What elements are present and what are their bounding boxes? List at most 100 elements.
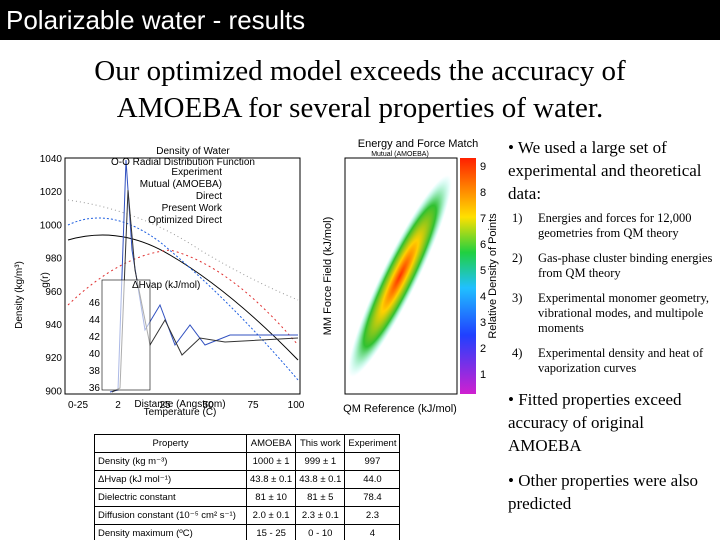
table-cell: Dielectric constant [94,488,247,507]
table-cell: 78.4 [344,488,401,507]
table-cell: Diffusion constant (10⁻⁵ cm² s⁻¹) [94,506,247,525]
colorbar-tick-label: 5 [480,265,486,277]
inset-tick-label: 40 [89,349,101,360]
legend-entry: Experiment [171,167,222,178]
item-number: 3) [512,291,523,305]
table-cell: 81 ± 10 [245,488,297,507]
curve [109,159,298,393]
header-row: Property AMOEBA This work Experiment [94,434,401,453]
table-cell: 43.8 ± 0.1 [295,470,346,489]
table-cell: 44.0 [344,470,401,489]
table-row: Density maximum (ºC) 15 - 25 0 - 10 4 [94,524,401,540]
table-cell: Density (kg m⁻³) [94,452,247,471]
inset-tick-label: 38 [89,366,101,377]
colorbar-tick-label: 3 [480,317,486,329]
table-cell: 2.3 [344,506,401,525]
table-cell: 0 - 10 [295,524,346,540]
table-cell: 81 ± 5 [295,488,346,507]
fig-title: O-O Radial Distribution Function [111,157,255,168]
bullet-text: Other properties were also predicted [508,471,699,513]
table-row: ΔHvap (kJ mol⁻¹) 43.8 ± 0.1 43.8 ± 0.1 44.0 [94,470,401,489]
y-tick-label: 1020 [40,187,63,198]
colorbar-tick-label: 1 [480,369,486,381]
item-text: Experimental density and heat of vaporiz… [538,346,704,375]
colorbar-tick-label: 7 [480,213,486,225]
y-tick-label: 1000 [40,220,63,231]
table-cell: 15 - 25 [245,524,297,540]
bullet-text: We used a large set of experimental and … [508,138,702,203]
subtitle: AMOEBA for several properties of water. [116,92,604,124]
colorbar-tick-label: 2 [480,343,486,355]
table-cell: 997 [344,452,401,471]
bullet: • We used a large set of experimental an… [508,138,702,203]
table-cell: 2.3 ± 0.1 [295,506,346,525]
legend-entry: Optimized Direct [148,215,222,226]
table-cell: 1000 ± 1 [245,452,297,471]
item-number: 1) [512,211,523,225]
table-row: Dielectric constant 81 ± 10 81 ± 5 78.4 [94,488,401,507]
legend-entry: Direct [196,191,222,202]
item-number: 2) [512,251,523,265]
results-table: Property AMOEBA This work Experiment Density… [94,434,401,540]
colorbar-tick-label: 4 [480,291,486,303]
plot-frame [344,157,458,395]
colorbar-tick-label: 9 [480,161,486,173]
item-text: Energies and forces for 12,000 geometrie… [538,211,692,240]
table-row: Density (kg m⁻³) 1000 ± 1 999 ± 1 997 [94,452,401,471]
colorbar-tick-label: 8 [480,187,486,199]
table-cell: 2.0 ± 0.1 [245,506,297,525]
sub-item: 4) Experimental density and heat of vapor… [512,346,716,376]
inset-tick-label: 44 [89,315,101,326]
y-tick-label: 980 [45,254,62,265]
fig-title: Energy and Force Match [358,138,478,150]
fig-subtitle: Mutual (AMOEBA) [371,151,429,158]
header-cell: Experiment [344,434,401,453]
curve [67,217,299,381]
y-label: MM Force Field (kJ/mol) [322,217,334,336]
subtitle: Our optimized model exceeds the accuracy… [94,55,626,87]
y-tick-label: 940 [45,320,62,331]
title-bar: Polarizable water - results [0,0,720,40]
sub-item: 2) Gas-phase cluster binding energies fro… [512,251,716,281]
table-cell: Density maximum (ºC) [94,524,247,540]
bullet: • Other properties were also predicted [508,471,699,513]
x-label: Temperature (C) [144,407,217,418]
header-cell: AMOEBA [245,434,297,453]
inset-tick-label: 42 [89,332,101,343]
fig-title: Density of Water [156,146,230,157]
y-tick-label: 900 [45,386,62,397]
inset-tick-label: 36 [89,383,101,394]
x-tick-label: 75 [247,400,259,411]
x-tick-label: 100 [288,400,305,411]
colorbar-tick-label: 6 [480,239,486,251]
bullet-list: • We used a large set of experimental an… [508,136,716,521]
figure: Density of Water O-O Radial Distribution… [14,138,499,418]
y-label: Density (kg/m³) [14,261,25,329]
item-text: Experimental monomer geometry, vibration… [538,291,710,335]
bullet-text: Fitted properties exceed accuracy of ori… [508,390,682,455]
plot-frame [64,157,301,395]
table-cell: 999 ± 1 [295,452,346,471]
y-tick-label: 1040 [40,154,63,165]
bullet: • Fitted properties exceed accuracy of o… [508,390,682,455]
scatter-density [348,175,452,377]
sub-item: 1) Energies and forces for 12,000 geometr… [512,211,716,241]
inset-tick-label: 46 [89,298,101,309]
table-cell: ΔHvap (kJ mol⁻¹) [94,470,247,489]
curve [67,234,299,361]
x-tick-label: 0-25 [68,400,88,411]
header-cell: Property [94,434,247,453]
x-tick-label: 50 [202,400,214,411]
curve [67,249,299,346]
y-tick-label: 920 [45,353,62,364]
x-label: QM Reference (kJ/mol) [343,403,457,415]
table-cell: 43.8 ± 0.1 [245,470,297,489]
table-cell: 4 [344,524,401,540]
colorbar [460,158,476,394]
sub-item: 3) Experimental monomer geometry, vibrati… [512,291,716,336]
header-cell: This work [295,434,346,453]
y-label: g(r) [40,272,51,288]
inset-label: ΔHvap (kJ/mol) [132,280,200,291]
legend-entry: Present Work [162,203,223,214]
